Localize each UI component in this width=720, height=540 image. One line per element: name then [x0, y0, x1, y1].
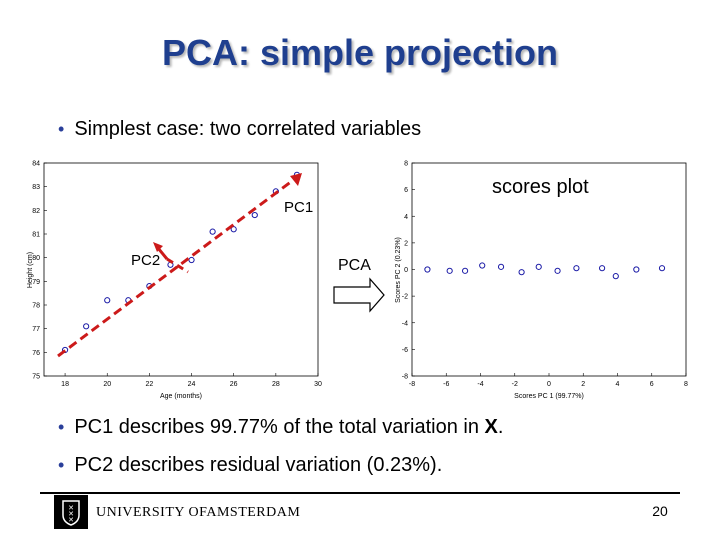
scores-plot-label: scores plot — [492, 176, 589, 198]
left-data-point — [251, 211, 258, 219]
svg-text:✕: ✕ — [68, 517, 74, 524]
left-data-point — [104, 297, 111, 304]
left-plot-frame — [43, 162, 319, 377]
x-tick-label: 6 — [650, 381, 654, 388]
score-data-point — [598, 265, 606, 272]
bullet-pc1-bold: X — [484, 416, 498, 438]
score-data-point — [573, 265, 580, 272]
pc1-arrowhead-icon — [290, 173, 302, 186]
x-tick-label: 0 — [547, 381, 551, 388]
scores-label-bg — [430, 170, 610, 200]
footer-divider — [40, 492, 680, 494]
pc1-label: PC1 — [284, 199, 313, 216]
y-tick-label: 79 — [32, 279, 40, 286]
score-data-point — [633, 266, 640, 273]
score-data-point — [424, 266, 431, 273]
x-tick-label: 28 — [272, 381, 280, 388]
x-tick-label: 8 — [684, 381, 688, 388]
left-data-point — [230, 226, 237, 233]
university-name: UNIVERSITY OFAMSTERDAM — [96, 505, 301, 520]
y-tick-label: 6 — [404, 187, 408, 194]
y-tick-label: 83 — [32, 184, 40, 191]
x-tick-label: 4 — [616, 381, 620, 388]
score-data-point — [497, 263, 505, 270]
bullet-pc1: • PC1 describes 99.77% of the total varia… — [58, 416, 503, 439]
score-data-point — [612, 273, 619, 280]
left-xlabel: Age (months) — [160, 393, 202, 400]
y-tick-label: -4 — [402, 320, 408, 327]
score-data-point — [658, 265, 666, 272]
left-axis-ticks: 18 20 22 24 26 28 30 75 76 77 78 79 80 81 82 83 84 — [32, 161, 322, 389]
right-ylabel: Scores PC 2 (0.23%) — [395, 237, 402, 303]
y-tick-label: 2 — [404, 240, 408, 247]
y-tick-label: 81 — [32, 232, 40, 239]
bullet-dot-icon: • — [58, 119, 65, 139]
y-tick-label: 77 — [32, 326, 40, 333]
bullet-pc1-suffix: . — [497, 416, 504, 438]
left-data-point — [188, 256, 195, 264]
right-data-points — [424, 262, 666, 280]
right-axis-ticks: -8 -6 -4 -2 0 2 4 6 8 -8 -6 -4 -2 0 2 4 6 8 — [402, 161, 688, 389]
right-xlabel: Scores PC 1 (99.77%) — [514, 393, 584, 400]
x-tick-label: -2 — [512, 381, 518, 388]
pca-arrow-icon — [333, 277, 385, 313]
pc2-arrow-line — [166, 257, 189, 274]
x-tick-label: 30 — [314, 381, 322, 388]
y-tick-label: 76 — [32, 350, 40, 357]
page-number: 20 — [652, 503, 668, 519]
score-data-point — [554, 267, 561, 274]
y-tick-label: 84 — [32, 161, 40, 168]
svg-text:✕: ✕ — [68, 505, 74, 512]
svg-text:✕: ✕ — [68, 511, 74, 518]
x-tick-label: 18 — [61, 381, 69, 388]
score-data-point — [535, 263, 542, 270]
left-data-point — [209, 228, 216, 235]
bullet-dot-icon: • — [58, 455, 65, 475]
x-tick-label: 2 — [581, 381, 585, 388]
y-tick-label: 0 — [404, 267, 408, 274]
bullet-text: Simplest case: two correlated variables — [74, 118, 422, 140]
bullet-pc2-text: PC2 describes residual variation (0.23%)… — [74, 454, 443, 476]
score-data-point — [461, 267, 469, 274]
university-logo-icon: ✕ ✕ ✕ — [54, 495, 88, 529]
x-tick-label: -6 — [443, 381, 449, 388]
y-tick-label: 82 — [32, 208, 40, 215]
left-data-point — [83, 323, 90, 330]
y-tick-label: 80 — [32, 255, 40, 262]
score-data-point — [479, 262, 486, 269]
pca-label: PCA — [338, 257, 371, 274]
bullet-simplest-case: • Simplest case: two correlated variables — [58, 118, 421, 141]
bullet-dot-icon: • — [58, 417, 65, 437]
score-data-point — [446, 267, 453, 274]
y-tick-label: 78 — [32, 303, 40, 310]
bullet-pc2: • PC2 describes residual variation (0.23%… — [58, 454, 442, 477]
score-data-point — [518, 269, 525, 276]
y-tick-label: -2 — [402, 294, 408, 301]
slide-title: PCA: simple projection — [161, 32, 559, 73]
y-tick-label: 4 — [404, 214, 408, 221]
left-ylabel: Height (cm) — [27, 252, 34, 288]
pc2-arrowhead-icon — [153, 242, 163, 252]
x-tick-label: 20 — [103, 381, 111, 388]
y-tick-label: -6 — [402, 347, 408, 354]
x-tick-label: -4 — [477, 381, 483, 388]
x-tick-label: 24 — [188, 381, 196, 388]
y-tick-label: 8 — [404, 161, 408, 168]
y-tick-label: 75 — [32, 374, 40, 381]
bullet-pc1-text: PC1 describes 99.77% of the total variat… — [74, 416, 485, 438]
x-tick-label: -8 — [409, 381, 415, 388]
pc2-arrow-stub — [156, 247, 169, 260]
pc2-label: PC2 — [131, 252, 160, 269]
x-tick-label: 26 — [230, 381, 238, 388]
x-tick-label: 22 — [145, 381, 153, 388]
charts-canvas: Height (cm) Age (months) 18 20 22 24 26 28 307… — [27, 161, 688, 401]
y-tick-label: -8 — [402, 374, 408, 381]
pc1-arrow-line — [57, 176, 297, 358]
